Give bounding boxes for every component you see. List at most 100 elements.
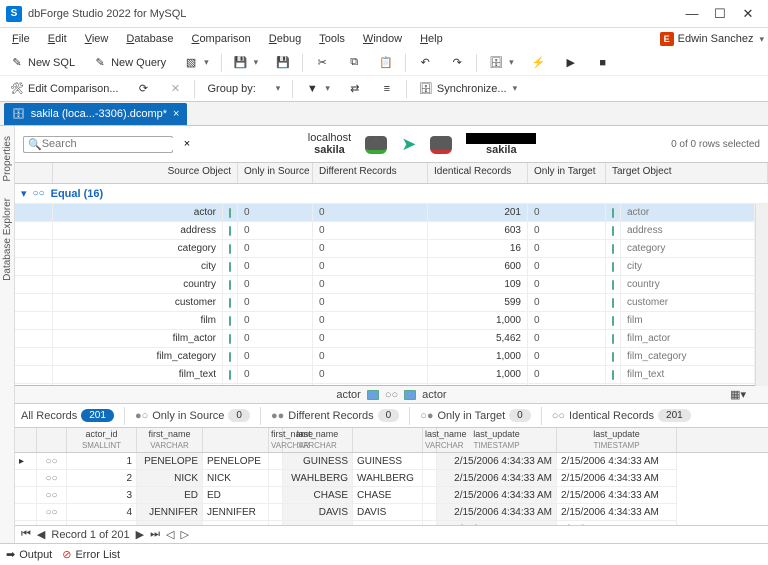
nav-prev[interactable]: ◀ [37, 528, 45, 541]
cut-icon: ✂ [315, 56, 329, 70]
paste-button[interactable]: 📋 [373, 54, 399, 72]
synchronize-button[interactable]: 🗄Synchronize...▾ [413, 80, 523, 98]
groupby-option[interactable]: ▾ [268, 81, 287, 96]
detail-col-header[interactable]: last_updateTIMESTAMP [437, 428, 557, 452]
object-row[interactable]: film_text001,0000film_text [15, 366, 755, 384]
col-header[interactable]: Different Records [313, 163, 428, 183]
view-menu-button[interactable]: ▦▾ [730, 388, 746, 401]
detail-row[interactable]: ○○3EDEDCHASECHASE2/15/2006 4:34:33 AM2/1… [15, 487, 768, 504]
user-menu[interactable]: E Edwin Sanchez ▾ [660, 32, 764, 46]
object-row[interactable]: country001090country [15, 276, 755, 294]
nav-first[interactable]: ⏮ [21, 528, 31, 541]
table-icon [229, 244, 231, 254]
copy-button[interactable]: ⧉ [341, 54, 367, 72]
menu-view[interactable]: View [77, 31, 117, 47]
refresh-button[interactable]: ⟳ [130, 80, 156, 98]
groupby-label: Group by: [201, 81, 261, 97]
edit-comparison-button[interactable]: 🛠Edit Comparison... [4, 80, 124, 98]
menu-database[interactable]: Database [118, 31, 181, 47]
nav-last[interactable]: ⏭ [150, 528, 160, 541]
filter-only-source[interactable]: ●○Only in Source0 [135, 409, 250, 422]
object-row[interactable]: film_actor005,4620film_actor [15, 330, 755, 348]
undo-button[interactable]: ↶ [412, 54, 438, 72]
object-row[interactable]: city006000city [15, 258, 755, 276]
col-header[interactable]: Only in Source [238, 163, 313, 183]
object-row[interactable]: category00160category [15, 240, 755, 258]
menu-edit[interactable]: Edit [40, 31, 75, 47]
cut-button[interactable]: ✂ [309, 54, 335, 72]
connect-button[interactable]: ⚡ [526, 54, 552, 72]
open-button[interactable]: ▧▾ [178, 54, 215, 72]
col-header[interactable]: Target Object [606, 163, 768, 183]
menu-file[interactable]: File [4, 31, 38, 47]
rail-database-explorer[interactable]: Database Explorer [1, 192, 14, 287]
nav-next-diff[interactable]: ▷ [181, 528, 189, 541]
detail-row[interactable]: ○○4JENNIFERJENNIFERDAVISDAVIS2/15/2006 4… [15, 504, 768, 521]
nav-prev-diff[interactable]: ◁ [166, 528, 174, 541]
col-header[interactable]: Identical Records [428, 163, 528, 183]
detail-col-header[interactable]: first_nameVARCHAR [137, 428, 203, 452]
object-grid[interactable]: actor002010actoraddress006030addresscate… [15, 204, 755, 386]
minimize-button[interactable]: — [678, 6, 706, 21]
detail-col-header[interactable]: actor_idSMALLINT [67, 428, 137, 452]
output-tab[interactable]: ➡Output [6, 548, 52, 561]
swap-button[interactable]: ⇄ [342, 80, 368, 98]
table-icon [229, 298, 231, 308]
col-header[interactable] [15, 163, 53, 183]
table-icon [612, 226, 614, 236]
new-query-button[interactable]: ✎New Query [87, 54, 172, 72]
titlebar: S dbForge Studio 2022 for MySQL — ☐ ✕ [0, 0, 768, 28]
saveall-button[interactable]: 💾 [270, 54, 296, 72]
close-button[interactable]: ✕ [734, 6, 762, 22]
menu-comparison[interactable]: Comparison [183, 31, 258, 47]
run-button[interactable]: ▶ [558, 54, 584, 72]
object-row[interactable]: actor002010actor [15, 204, 755, 222]
arrow-right-icon: ➤ [401, 134, 416, 155]
group-equal[interactable]: ▾ ○○ Equal (16) [15, 184, 768, 204]
rail-properties[interactable]: Properties [1, 130, 14, 188]
maximize-button[interactable]: ☐ [706, 6, 734, 22]
menu-tools[interactable]: Tools [311, 31, 353, 47]
new-sql-button[interactable]: ✎New SQL [4, 54, 81, 72]
menu-debug[interactable]: Debug [261, 31, 309, 47]
compare-button[interactable]: ≡ [374, 80, 400, 98]
detail-col-header[interactable]: last_updateTIMESTAMP [557, 428, 677, 452]
save-icon: 💾 [234, 56, 248, 70]
redo-button[interactable]: ↷ [444, 54, 470, 72]
filter-identical[interactable]: ○○Identical Records201 [552, 409, 691, 422]
save-button[interactable]: 💾▾ [228, 54, 265, 72]
filter-only-target[interactable]: ○●Only in Target0 [420, 409, 531, 422]
filter-different[interactable]: ●●Different Records0 [271, 409, 399, 422]
detail-row[interactable]: ▸○○1PENELOPEPENELOPEGUINESSGUINESS2/15/2… [15, 453, 768, 470]
table-icon [229, 208, 231, 218]
object-row[interactable]: film_category001,0000film_category [15, 348, 755, 366]
menubar: FileEditViewDatabaseComparisonDebugTools… [0, 28, 768, 50]
menu-help[interactable]: Help [412, 31, 451, 47]
detail-col-header[interactable]: first_nameVARCHAR [269, 428, 283, 452]
detail-col-header[interactable]: last_nameVARCHAR [423, 428, 437, 452]
object-row[interactable]: address006030address [15, 222, 755, 240]
tab-close-icon[interactable]: × [173, 108, 179, 120]
tab-comparison[interactable]: 🗄 sakila (loca...-3306).dcomp* × [4, 103, 187, 125]
cancel-button[interactable]: ✕ [162, 80, 188, 98]
col-header[interactable]: Only in Target [528, 163, 606, 183]
stop-button[interactable]: ■ [590, 54, 616, 72]
detail-col-header[interactable]: last_nameVARCHAR [283, 428, 353, 452]
search-box[interactable]: 🔍 × [23, 136, 173, 153]
object-grid-scrollbar[interactable] [755, 204, 768, 386]
detail-grid[interactable]: actor_idSMALLINTfirst_nameVARCHARfirst_n… [15, 428, 768, 525]
folder-icon: ▧ [184, 56, 198, 70]
object-row[interactable]: film001,0000film [15, 312, 755, 330]
menu-window[interactable]: Window [355, 31, 410, 47]
nav-next[interactable]: ▶ [136, 528, 144, 541]
filter-button[interactable]: ▼▾ [299, 80, 336, 98]
collapse-icon[interactable]: ▾ [21, 187, 27, 200]
object-row[interactable]: customer005990customer [15, 294, 755, 312]
db-dropdown[interactable]: 🗄▾ [483, 54, 520, 72]
filter-all-records[interactable]: All Records201 [21, 409, 114, 422]
search-input[interactable] [42, 138, 184, 150]
col-header[interactable]: Source Object [53, 163, 238, 183]
detail-row[interactable]: ○○2NICKNICKWAHLBERGWAHLBERG2/15/2006 4:3… [15, 470, 768, 487]
statusbar: ➡Output ⊘Error List [0, 543, 768, 565]
error-list-tab[interactable]: ⊘Error List [62, 548, 120, 561]
